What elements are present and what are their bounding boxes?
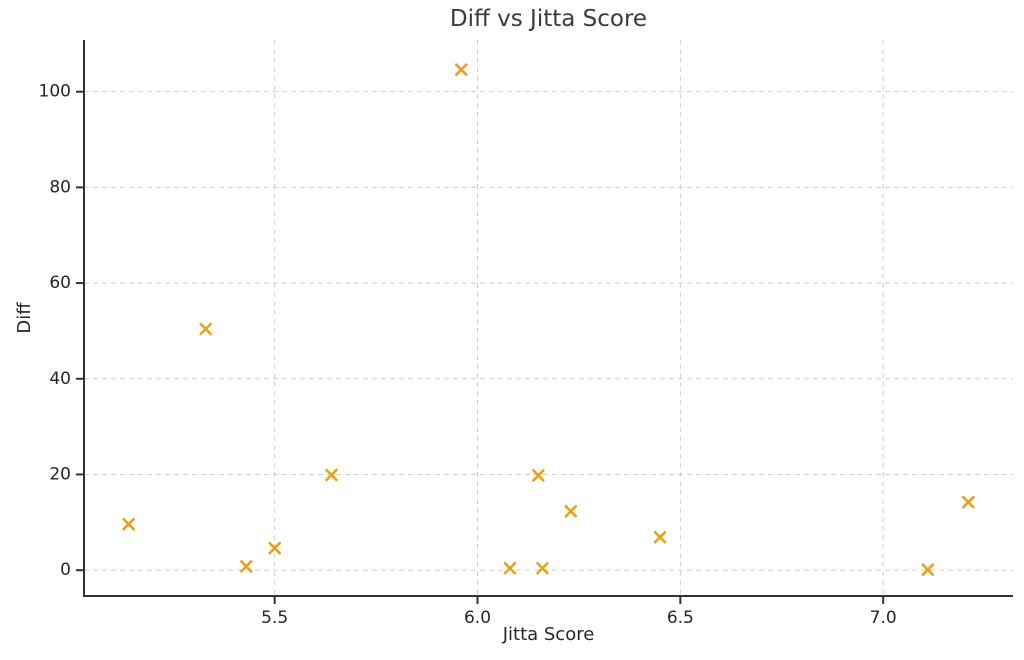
x-tick-label: 5.5: [261, 608, 288, 628]
scatter-marker: [532, 469, 545, 482]
scatter-marker: [122, 517, 135, 531]
scatter-marker: [564, 505, 578, 518]
x-tick-label: 6.5: [667, 608, 694, 628]
y-tick-label: 80: [49, 177, 71, 197]
scatter-marker: [268, 541, 281, 555]
y-tick-label: 20: [49, 464, 71, 484]
scatter-marker: [653, 530, 667, 544]
y-tick-label: 60: [49, 273, 71, 293]
chart-title: Diff vs Jitta Score: [449, 6, 648, 32]
y-tick-label: 40: [49, 369, 71, 389]
scatter-marker: [325, 468, 338, 482]
scatter-marker: [962, 495, 975, 509]
x-axis-label: Jitta Score: [502, 624, 595, 645]
scatter-marker: [921, 563, 935, 576]
scatter-marker: [199, 322, 213, 336]
scatter-marker: [536, 561, 549, 575]
scatter-marker: [454, 63, 468, 76]
y-axis-label: Diff: [14, 302, 35, 334]
x-tick-label: 7.0: [870, 608, 897, 628]
y-tick-label: 100: [39, 82, 71, 102]
scatter-marker: [239, 560, 253, 573]
scatter-marker: [503, 561, 517, 575]
y-tick-label: 0: [60, 560, 71, 580]
x-tick-label: 6.0: [464, 608, 491, 628]
